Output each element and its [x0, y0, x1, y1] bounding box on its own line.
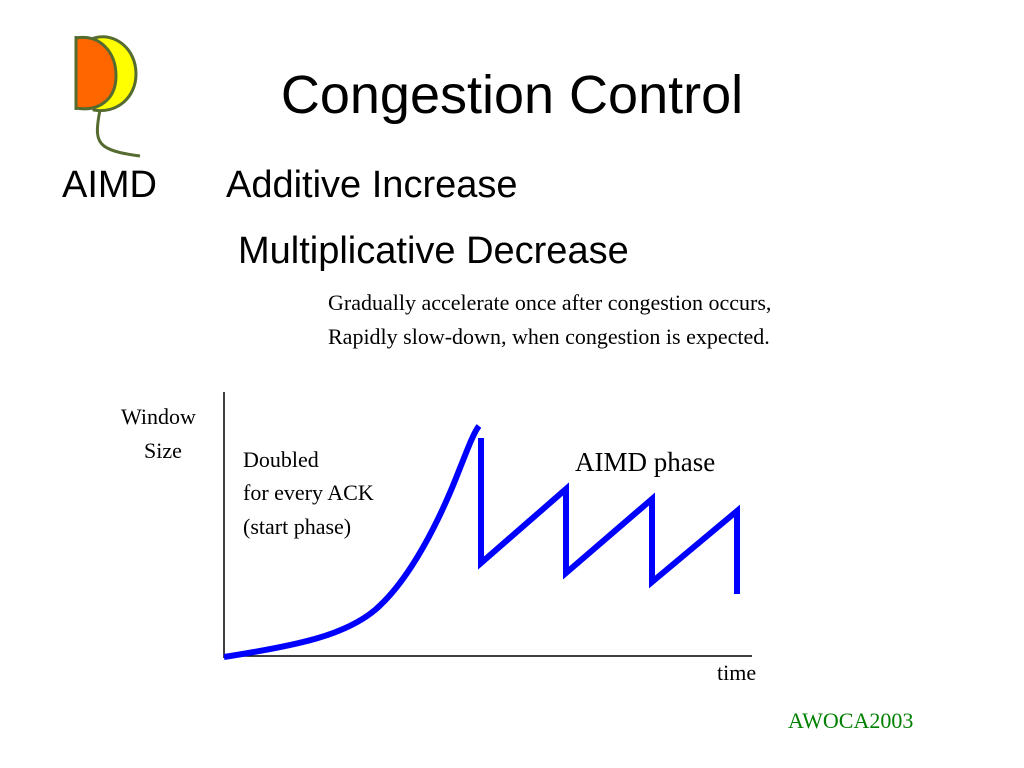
- y-axis-label-line-2: Size: [144, 438, 182, 463]
- y-axis-label-line-1: Window: [121, 404, 196, 429]
- footer-text: AWOCA2003: [788, 708, 914, 733]
- start-note-line-1: Doubled: [243, 447, 319, 472]
- description-line-2: Rapidly slow-down, when congestion is ex…: [328, 324, 770, 349]
- x-axis-label: time: [717, 660, 757, 685]
- logo-icon: [74, 35, 141, 158]
- aimd-sawtooth: [478, 438, 740, 594]
- acronym-label: AIMD: [62, 164, 157, 206]
- start-note-line-2: for every ACK: [243, 480, 374, 505]
- description-line-1: Gradually accelerate once after congesti…: [328, 290, 772, 315]
- slide-title-text: Congestion Control: [280, 65, 744, 125]
- expansion-line-2: Multiplicative Decrease: [238, 230, 629, 272]
- logo-left-petal: [74, 35, 118, 111]
- logo-stem: [95, 109, 141, 158]
- expansion-line-1: Additive Increase: [226, 164, 518, 206]
- aimd-phase-label: AIMD phase: [575, 447, 716, 477]
- slide-title: Congestion Control: [0, 64, 1024, 126]
- start-note-line-3: (start phase): [243, 514, 352, 539]
- start-phase-curve: [223, 424, 482, 660]
